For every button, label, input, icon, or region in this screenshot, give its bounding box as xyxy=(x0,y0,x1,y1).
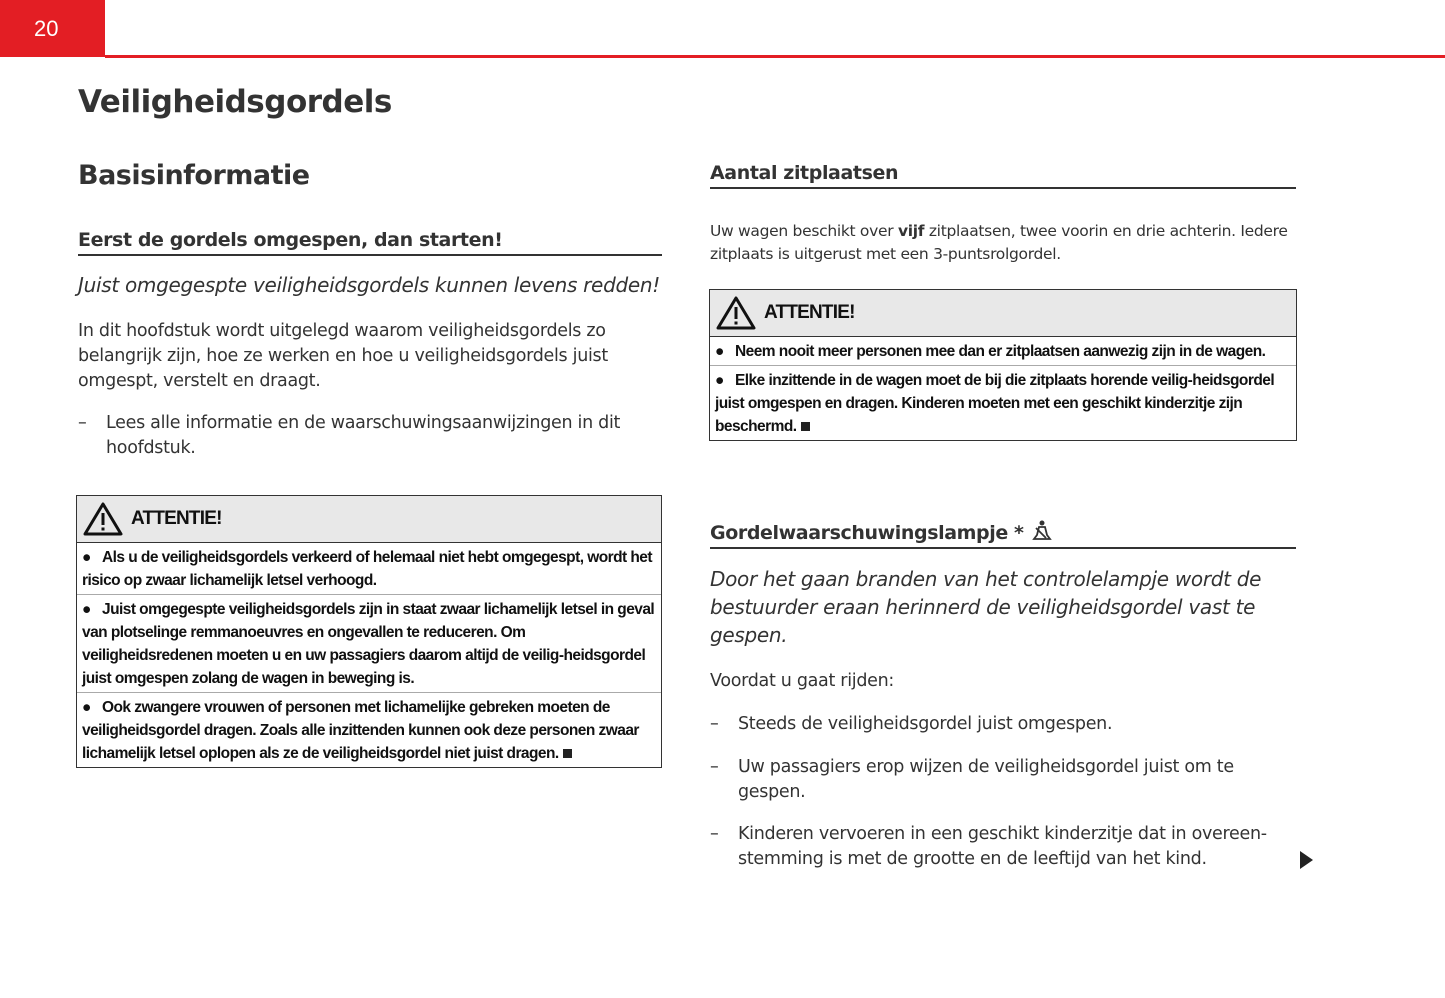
seats-count: vijf xyxy=(897,222,925,240)
chapter-title: Veiligheidsgordels xyxy=(78,84,392,120)
arrow-right-icon xyxy=(1300,851,1313,869)
list-item: Steeds de veiligheidsgordel juist omgesp… xyxy=(710,712,1298,737)
warning-title: ATTENTIE! xyxy=(764,302,855,323)
warning-text: Ook zwangere vrouwen of personen met lic… xyxy=(82,699,639,762)
warning-text: Elke inzittende in de wagen moet de bij … xyxy=(715,372,1275,435)
warning-triangle-icon xyxy=(83,502,123,536)
lamp-heading: Gordelwaarschuwingslampje * xyxy=(710,522,1024,544)
list-item: Kinderen vervoeren in een geschikt kinde… xyxy=(710,822,1298,872)
warning-text: Juist omgegespte veiligheidsgordels zijn… xyxy=(82,601,655,687)
seats-paragraph: Uw wagen beschikt over vijf zitplaatsen,… xyxy=(710,220,1300,266)
lamp-lead: Voordat u gaat rijden: xyxy=(710,671,894,691)
list-item: Lees alle informatie en de waarschuwings… xyxy=(78,411,651,461)
warning-box-seats: ATTENTIE! ● Neem nooit meer personen mee … xyxy=(709,289,1297,441)
page-number: 20 xyxy=(0,0,105,57)
warning-header: ATTENTIE! xyxy=(77,496,661,543)
intro-text: Juist omgegespte veiligheidsgordels kunn… xyxy=(78,273,660,297)
warning-text: Als u de veiligheidsgordels verkeerd of … xyxy=(82,549,653,589)
warning-item: ● Als u de veiligheidsgordels verkeerd of… xyxy=(82,549,653,589)
subheading-gordels: Eerst de gordels omgespen, dan starten! xyxy=(78,229,662,256)
subheading-lampje: Gordelwaarschuwingslampje * xyxy=(710,520,1296,549)
header-rule xyxy=(105,55,1445,58)
lamp-intro: Door het gaan branden van het controlela… xyxy=(710,567,1262,647)
subheading-zitplaatsen: Aantal zitplaatsen xyxy=(710,162,1296,189)
warning-item: ● Neem nooit meer personen mee dan er zit… xyxy=(715,343,1266,360)
seatbelt-warning-icon xyxy=(1032,520,1052,540)
section-title: Basisinformatie xyxy=(78,160,310,191)
seats-text: zitplaatsen, twee voorin en drie achteri… xyxy=(710,222,1288,263)
warning-box: ATTENTIE! ● Als u de veiligheidsgordels v… xyxy=(76,495,662,768)
warning-item: ● Juist omgegespte veiligheidsgordels zij… xyxy=(77,594,661,692)
warning-item: ● Elke inzittende in de wagen moet de bij… xyxy=(710,365,1296,440)
end-marker xyxy=(562,749,572,758)
warning-item: ● Ook zwangere vrouwen of personen met li… xyxy=(77,692,661,767)
seats-text: Uw wagen beschikt over xyxy=(710,222,898,240)
end-marker xyxy=(800,422,810,431)
list-item: Uw passagiers erop wijzen de veiligheids… xyxy=(710,755,1298,805)
warning-header: ATTENTIE! xyxy=(710,290,1296,337)
paragraph: In dit hoofdstuk wordt uitgelegd waarom … xyxy=(78,321,608,391)
warning-text: Neem nooit meer personen mee dan er zitp… xyxy=(735,343,1266,360)
warning-triangle-icon xyxy=(716,296,756,330)
warning-title: ATTENTIE! xyxy=(131,508,222,529)
